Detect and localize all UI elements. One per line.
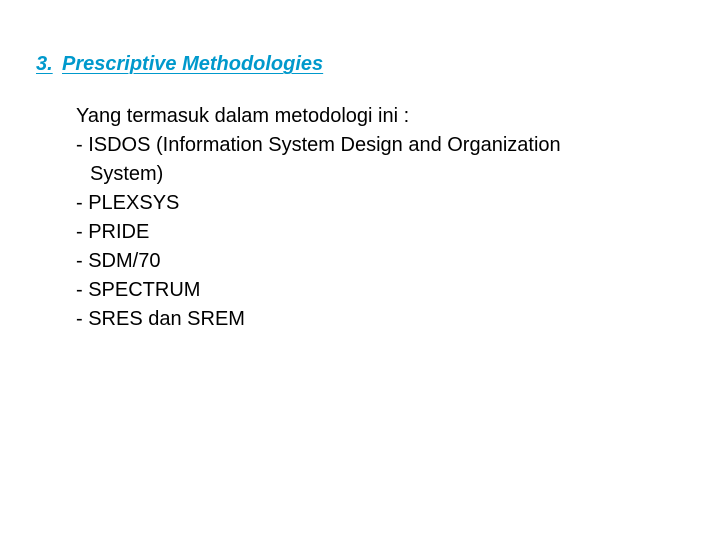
- document-page: 3. Prescriptive Methodologies Yang terma…: [0, 0, 720, 540]
- list-item-continuation: System): [76, 160, 676, 189]
- list-item: - PLEXSYS: [76, 189, 676, 218]
- heading-number: 3.: [36, 52, 62, 76]
- list-item: - SRES dan SREM: [76, 305, 676, 334]
- list-item: - SPECTRUM: [76, 276, 676, 305]
- heading-title: Prescriptive Methodologies: [62, 52, 323, 76]
- body-block: Yang termasuk dalam metodologi ini : - I…: [76, 102, 676, 334]
- section-heading: 3. Prescriptive Methodologies: [36, 52, 720, 76]
- list-item: - PRIDE: [76, 218, 676, 247]
- list-item: - ISDOS (Information System Design and O…: [76, 131, 676, 160]
- intro-line: Yang termasuk dalam metodologi ini :: [76, 102, 676, 131]
- list-item: - SDM/70: [76, 247, 676, 276]
